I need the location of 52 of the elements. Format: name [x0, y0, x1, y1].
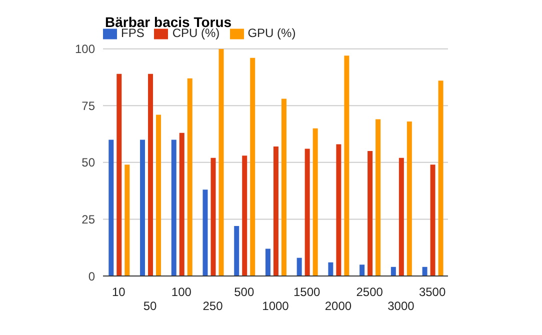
bar: [336, 144, 342, 276]
bar: [108, 140, 114, 276]
y-tick-label: 0: [88, 269, 96, 284]
x-tick-label: 2500: [356, 285, 384, 299]
bar: [422, 266, 428, 276]
bar: [171, 140, 176, 276]
x-tick-label: 500: [234, 285, 254, 299]
x-tick-label: 1500: [294, 285, 321, 299]
bar: [124, 164, 130, 276]
bar: [296, 258, 302, 276]
bar: [368, 151, 373, 276]
bar: [179, 132, 184, 276]
y-tick-label: 50: [82, 156, 96, 170]
bar: [116, 74, 122, 276]
bar: [438, 80, 444, 276]
x-tick-label: 3000: [388, 299, 415, 313]
bar: [242, 156, 248, 276]
bar: [273, 146, 278, 276]
bar: [218, 48, 224, 276]
legend-label: FPS: [121, 26, 144, 40]
bar: [390, 266, 396, 276]
legend-label: GPU (%): [248, 26, 296, 40]
x-tick-label: 100: [171, 285, 192, 299]
x-tick-label: 250: [202, 299, 224, 313]
bar: [406, 122, 412, 276]
bar: [360, 264, 365, 276]
bar: [156, 114, 162, 276]
x-tick-label: 3500: [418, 285, 446, 299]
x-tick-label: 2000: [324, 299, 352, 313]
bar: [398, 158, 404, 276]
y-tick-label: 100: [74, 42, 96, 56]
bar: [304, 148, 310, 276]
y-tick-label: 75: [82, 98, 96, 113]
bar: [140, 140, 146, 276]
bar: [376, 119, 381, 276]
x-tick-label: 10: [112, 285, 126, 299]
bar: [250, 58, 256, 276]
x-tick-label: 50: [143, 299, 158, 313]
bar: [344, 56, 350, 276]
bar: [187, 78, 192, 276]
bar: [328, 262, 334, 276]
y-tick-label: 25: [82, 212, 96, 226]
bar: [281, 98, 286, 276]
bar: [265, 248, 270, 276]
x-tick-label: 1000: [262, 299, 290, 313]
bar: [234, 226, 240, 276]
legend-label: CPU (%): [172, 26, 220, 40]
bar: [210, 158, 216, 276]
bar: [202, 190, 208, 276]
bar: [148, 74, 154, 276]
bar: [312, 128, 318, 276]
bar: [430, 164, 436, 276]
